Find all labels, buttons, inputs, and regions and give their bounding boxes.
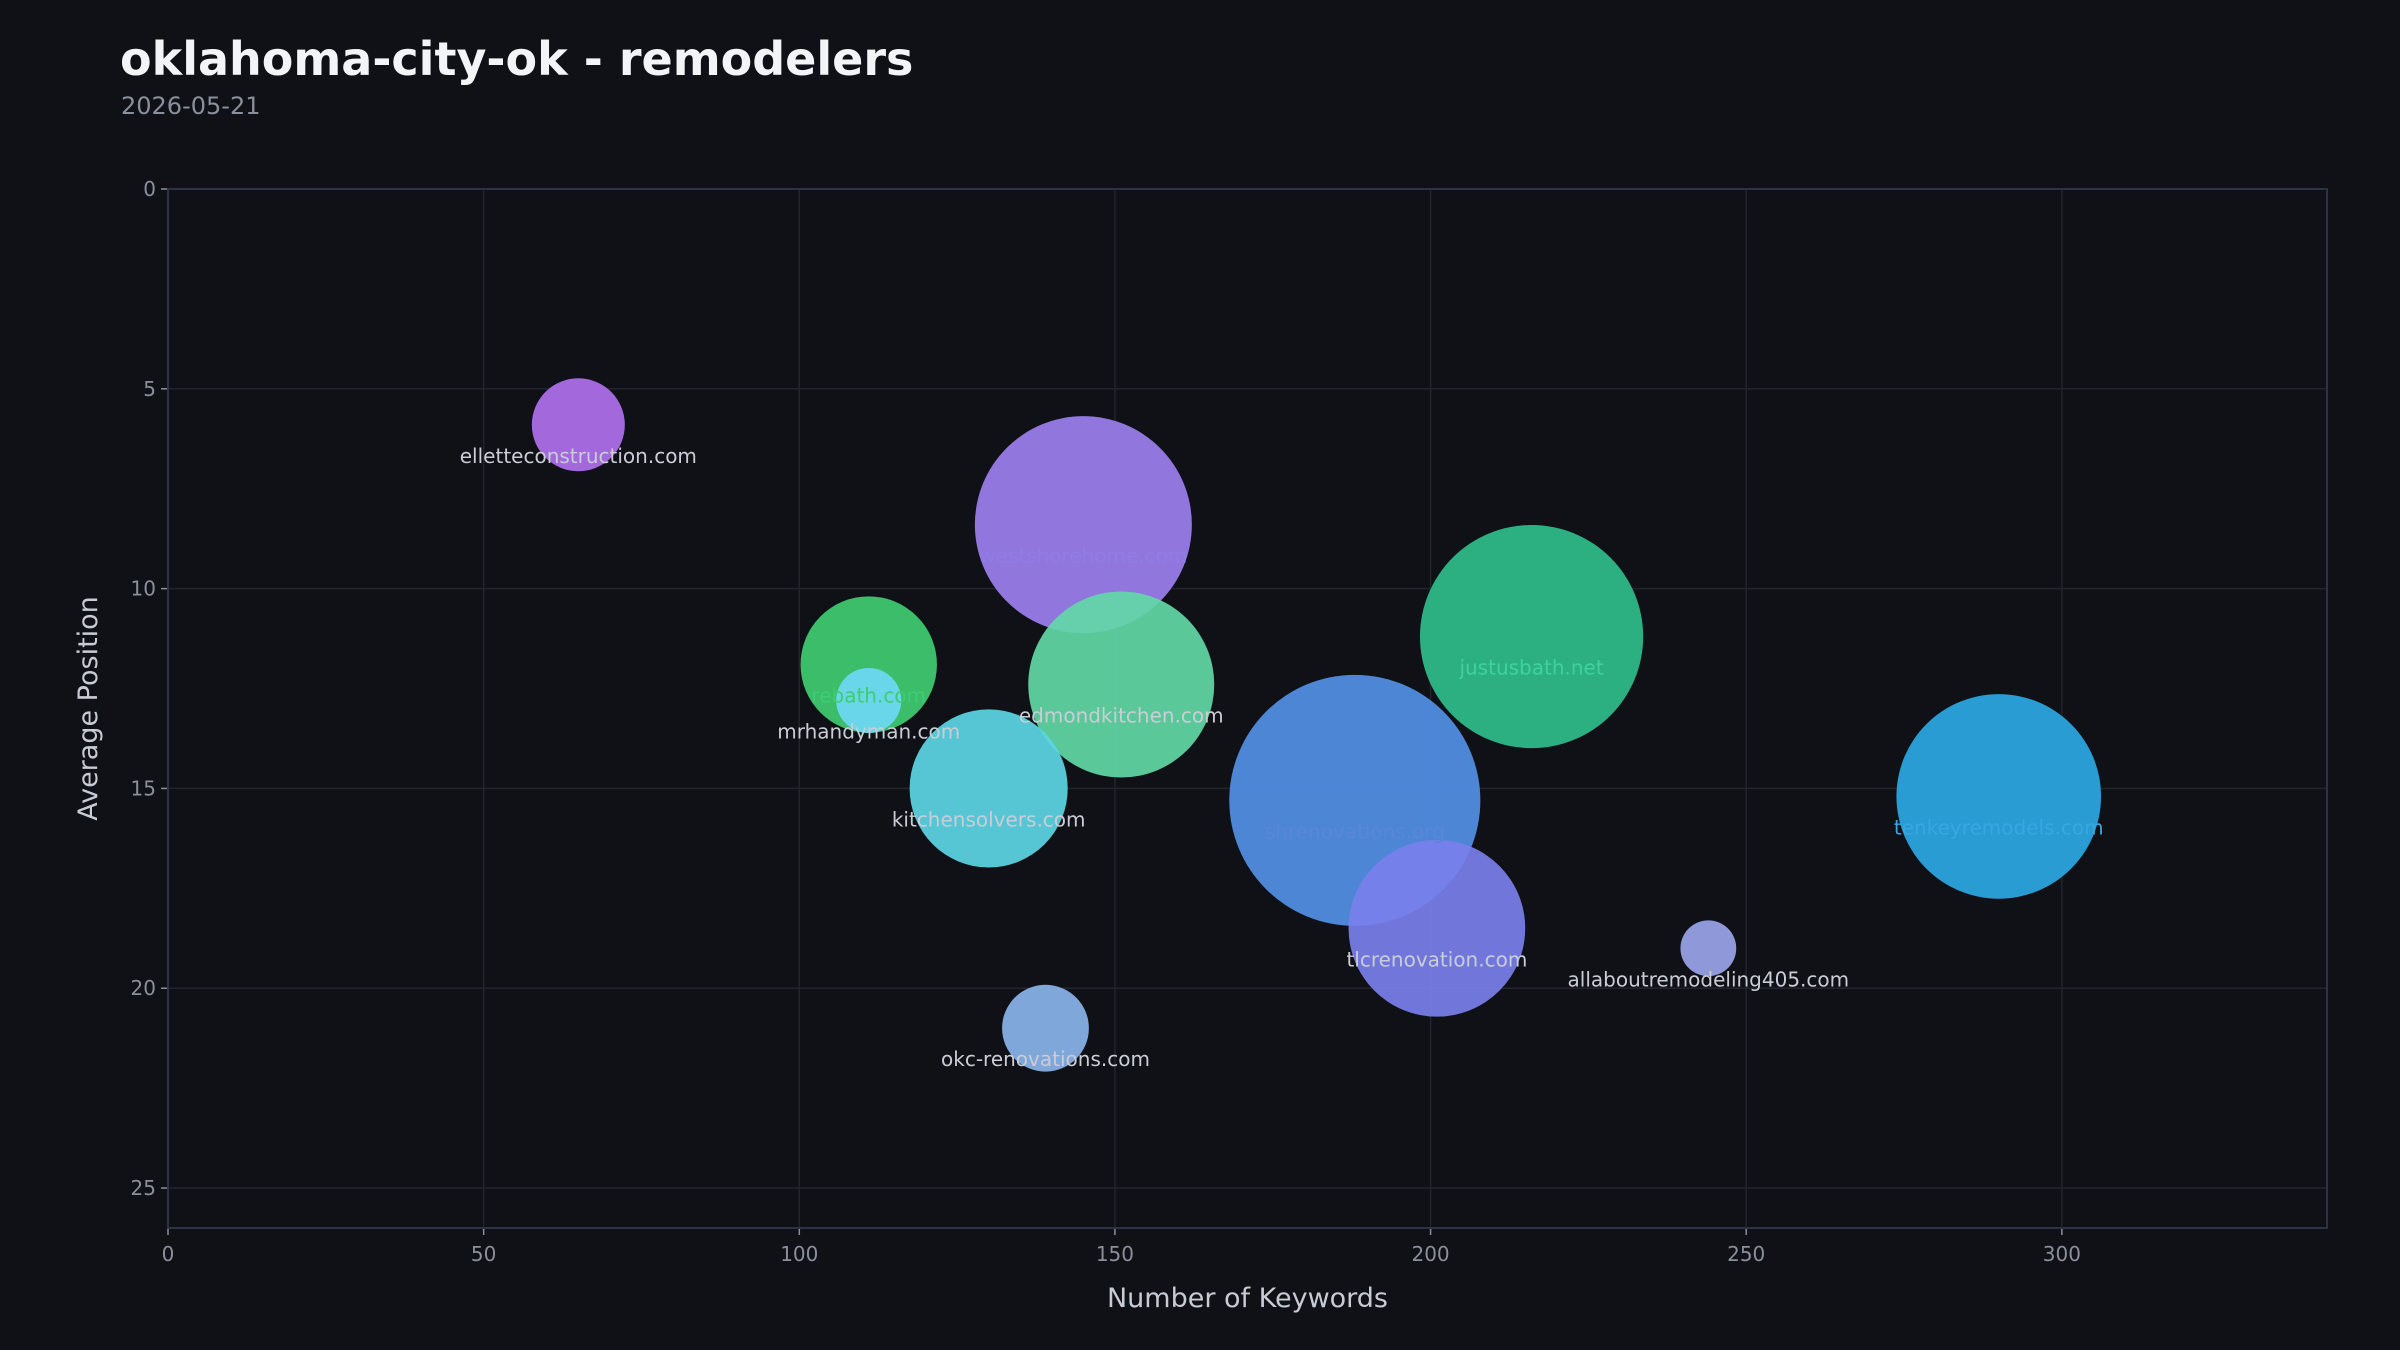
x-tick-label: 50 xyxy=(471,1242,496,1266)
y-tick-label: 0 xyxy=(143,177,156,201)
y-tick-label: 10 xyxy=(131,577,156,601)
bubble-tlcrenovation-com[interactable] xyxy=(1348,839,1526,1017)
bubble-allaboutremodeling405-com[interactable] xyxy=(1680,920,1737,977)
bubble-labels: elletteconstruction.com westshorehome.com… xyxy=(460,444,2104,1071)
x-tick-label: 200 xyxy=(1411,1242,1449,1266)
y-tick-label: 5 xyxy=(143,377,156,401)
bubble-label: allaboutremodeling405.com xyxy=(1568,967,1850,991)
x-tick-label: 300 xyxy=(2043,1242,2081,1266)
bubble-justusbath-net[interactable] xyxy=(1419,524,1644,749)
y-tick-label: 15 xyxy=(131,776,156,800)
x-tick-label: 150 xyxy=(1096,1242,1134,1266)
y-axis-title: Average Position xyxy=(73,596,104,821)
chart-title: oklahoma-city-ok - remodelers xyxy=(120,32,914,86)
bubble-label: shrenovations.org xyxy=(1265,819,1445,843)
x-axis-title: Number of Keywords xyxy=(1107,1283,1388,1314)
bubble-label: westshorehome.com xyxy=(979,544,1187,568)
bubble-label: justusbath.net xyxy=(1458,656,1603,680)
bubble-label: mrhandyman.com xyxy=(777,720,960,744)
bubble-series xyxy=(531,378,2102,1072)
bubble-okc-renovations-com[interactable] xyxy=(1002,984,1089,1072)
bubble-label: tenkeyremodels.com xyxy=(1894,815,2104,839)
bubble-label: edmondkitchen.com xyxy=(1019,704,1224,728)
bubble-kitchensolvers-com[interactable] xyxy=(909,709,1068,868)
chart-date: 2026-05-21 xyxy=(121,92,261,120)
bubble-westshorehome-com[interactable] xyxy=(974,416,1192,634)
x-tick-label: 100 xyxy=(780,1242,818,1266)
axes: 0 50 100 150 200 250 300 0 5 10 15 20 25 xyxy=(131,177,2328,1266)
bubble-edmondkitchen-com[interactable] xyxy=(1028,591,1215,778)
bubble-rebath-com[interactable] xyxy=(800,596,937,733)
bubble-label: kitchensolvers.com xyxy=(892,807,1086,831)
bubble-label: tlcrenovation.com xyxy=(1346,947,1527,971)
bubble-label: okc-renovations.com xyxy=(941,1047,1150,1071)
bubble-label: rebath.com xyxy=(811,684,926,708)
bubble-label: elletteconstruction.com xyxy=(460,444,697,468)
x-tick-label: 250 xyxy=(1727,1242,1765,1266)
bubble-ellette-construction-com[interactable] xyxy=(531,378,625,472)
plot-frame xyxy=(167,188,2328,1229)
x-tick-label: 0 xyxy=(162,1242,175,1266)
bubble-mrhandyman-com[interactable] xyxy=(836,667,902,734)
bubble-tenkeyremodels-com[interactable] xyxy=(1896,694,2102,899)
y-tick-label: 20 xyxy=(131,976,156,1000)
y-tick-label: 25 xyxy=(131,1176,156,1200)
